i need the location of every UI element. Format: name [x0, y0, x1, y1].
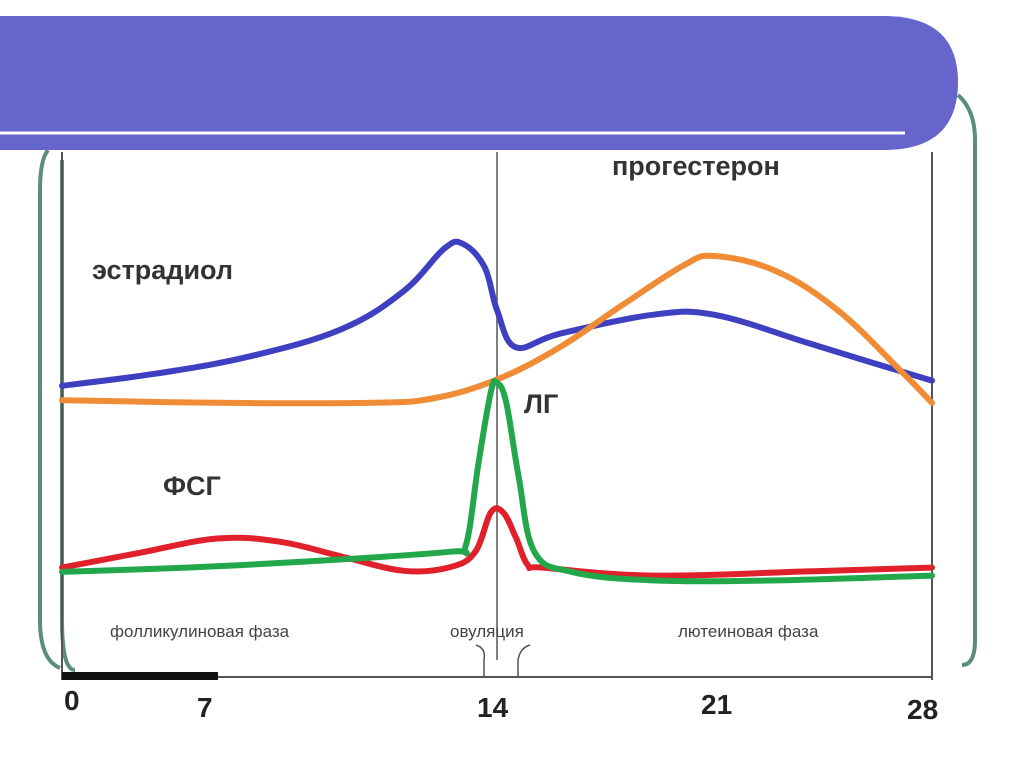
slide-outline-left	[38, 148, 61, 670]
phase-luteal: лютеиновая фаза	[678, 622, 819, 641]
ovulation-bracket-right	[517, 644, 531, 678]
series-line-lh	[59, 378, 935, 585]
label-progesterone: прогестерон	[612, 151, 780, 181]
slide-outline	[60, 93, 977, 672]
label-lh: ЛГ	[524, 389, 558, 419]
x-tick-28: 28	[907, 694, 938, 725]
x-tick-21: 21	[701, 689, 732, 720]
x-tick-7: 7	[197, 692, 213, 723]
header-bar	[0, 16, 958, 150]
ovulation-bracket-left	[475, 644, 486, 678]
series-line-estradiol	[59, 238, 935, 389]
week-scale-bar	[62, 672, 218, 680]
series-layer	[59, 238, 935, 585]
x-tick-14: 14	[477, 692, 509, 723]
label-fsh: ФСГ	[163, 471, 221, 501]
phase-ovulation: овуляция	[450, 622, 524, 641]
phase-follicular: фолликулиновая фаза	[110, 622, 290, 641]
series-line-fsh	[59, 505, 935, 579]
x-tick-0: 0	[64, 685, 80, 716]
label-estradiol: эстрадиол	[92, 255, 233, 285]
series-line-progesterone	[59, 252, 935, 407]
